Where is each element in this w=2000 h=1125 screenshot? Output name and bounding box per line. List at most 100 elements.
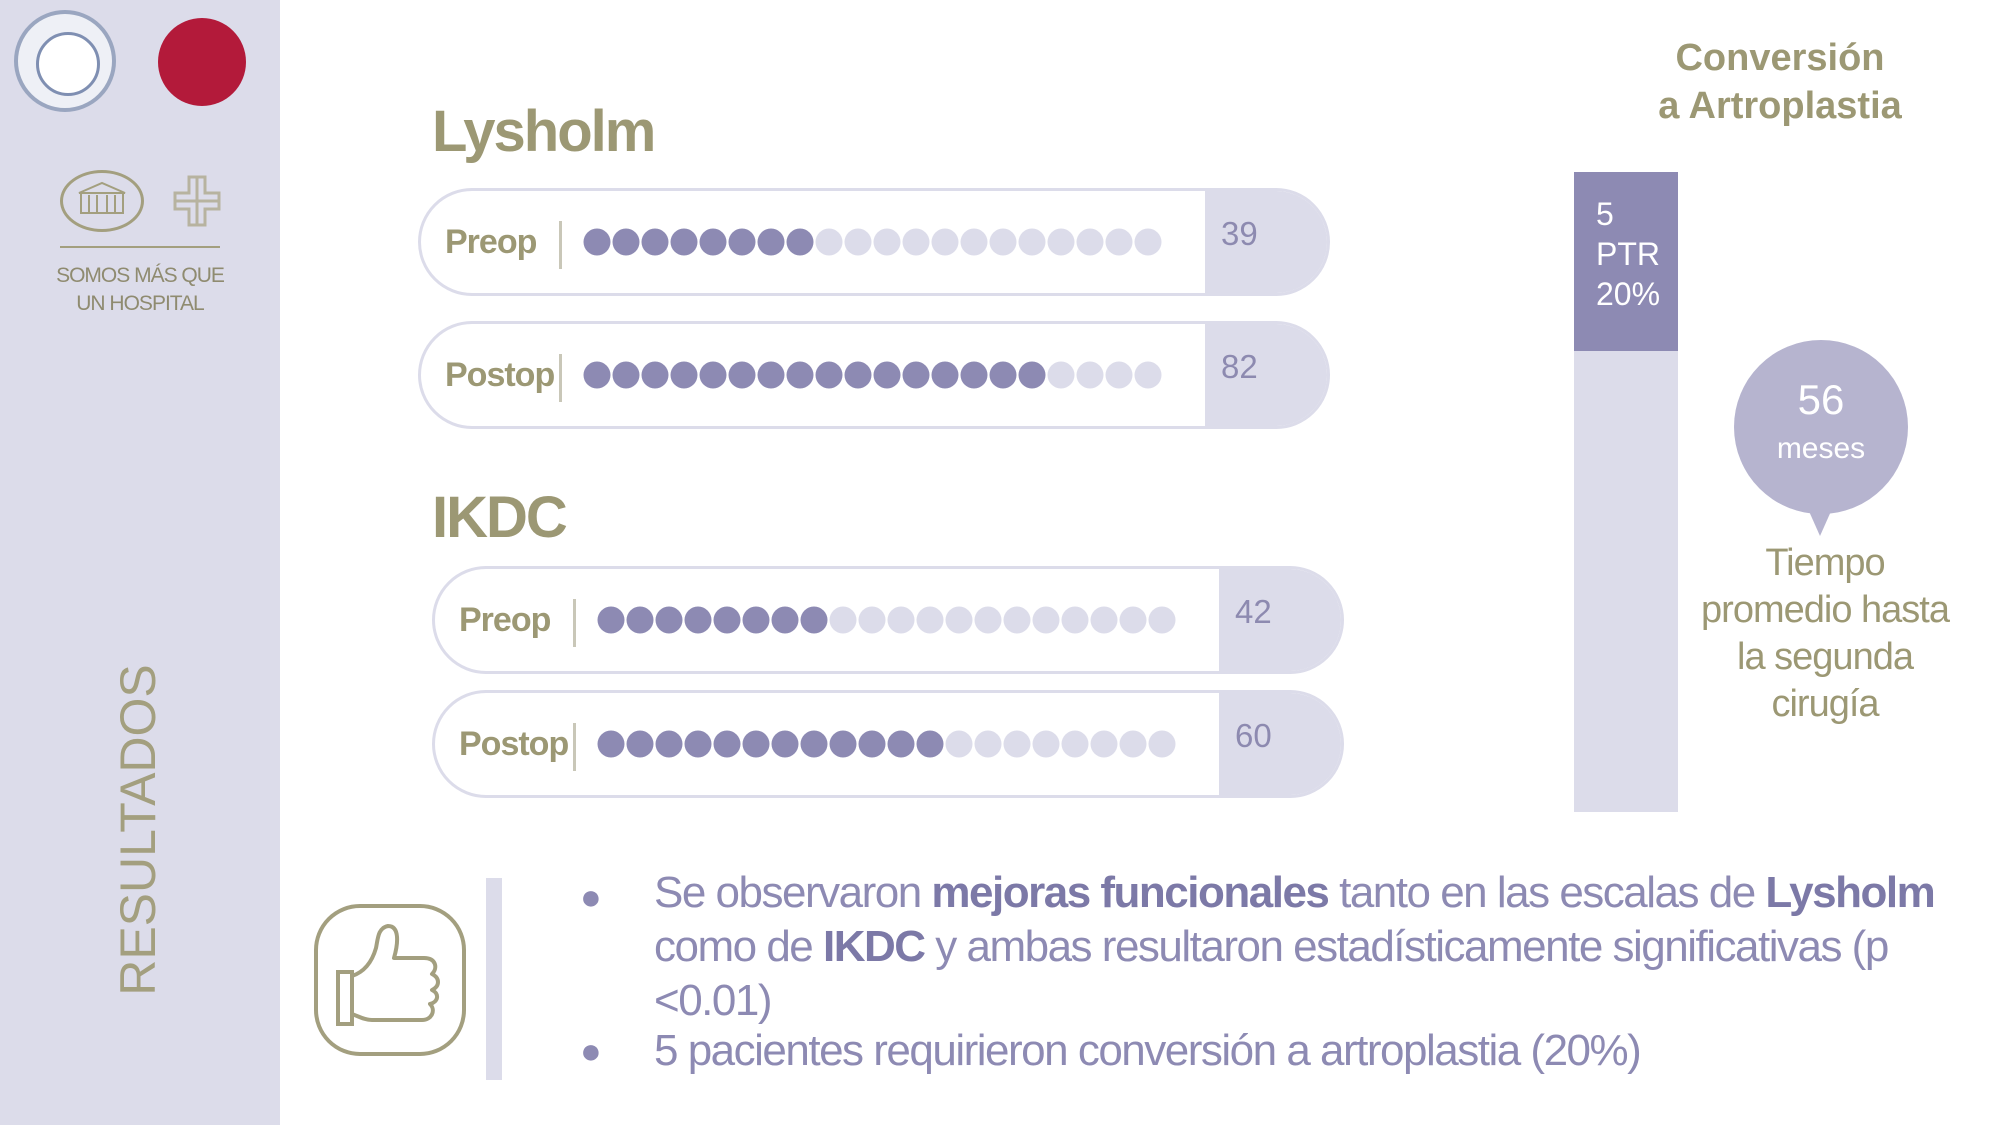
conversion-title-line-1: Conversión	[1675, 37, 1885, 79]
bullet-text-2: 5 pacientes requirieron conversión a art…	[654, 1026, 1642, 1075]
caption-line-2: promedio hasta	[1701, 589, 1950, 631]
dot-filled	[626, 730, 654, 758]
dot-filled	[960, 361, 988, 389]
time-unit: meses	[1776, 432, 1866, 465]
dot-filled	[757, 228, 785, 256]
value-box: 82	[1205, 324, 1327, 426]
dot-empty	[989, 228, 1017, 256]
bullets-divider	[486, 878, 502, 1080]
dot-filled	[1018, 361, 1046, 389]
time-number: 56	[1797, 376, 1845, 423]
dot-empty	[1061, 606, 1089, 634]
dot-filled	[684, 730, 712, 758]
lysholm-postop-dots	[583, 361, 1162, 389]
b1-part4: y ambas resultaron estadísticamente sign…	[654, 922, 1889, 1025]
row-separator	[573, 599, 576, 647]
sidebar: SOMOS MÁS QUE UN HOSPITAL RESULTADOS	[0, 0, 280, 1125]
ikdc-title: IKDC	[432, 485, 568, 550]
row-value: 60	[1235, 717, 1272, 754]
argentine-arthroscopy-association-logo-icon	[148, 10, 264, 114]
row-separator	[559, 221, 562, 269]
dot-empty	[1032, 730, 1060, 758]
dot-filled	[873, 361, 901, 389]
dot-empty	[1148, 606, 1176, 634]
ikdc-postop-row: Postop 60	[432, 690, 1344, 798]
dot-empty	[1003, 606, 1031, 634]
row-value: 82	[1221, 348, 1258, 385]
dot-filled	[670, 361, 698, 389]
dot-filled	[786, 361, 814, 389]
bar-percent: 20%	[1596, 276, 1661, 312]
dot-empty	[858, 606, 886, 634]
row-separator	[573, 723, 576, 771]
row-separator	[559, 354, 562, 402]
dot-empty	[887, 606, 915, 634]
dot-empty	[1047, 228, 1075, 256]
dot-filled	[641, 228, 669, 256]
dot-filled	[626, 606, 654, 634]
caption-line-3: la segunda	[1737, 636, 1914, 678]
dot-filled	[844, 361, 872, 389]
b1-part2: tanto en las escalas de	[1328, 868, 1766, 917]
tagline-line-1: SOMOS MÁS QUE	[56, 264, 225, 287]
dot-filled	[699, 228, 727, 256]
value-box: 60	[1219, 693, 1341, 795]
dot-filled	[902, 361, 930, 389]
b1-part3: como de	[654, 922, 823, 971]
dot-empty	[1148, 730, 1176, 758]
b1-bold2: Lysholm	[1765, 868, 1935, 917]
value-box: 39	[1205, 191, 1327, 293]
dot-filled	[597, 730, 625, 758]
dot-empty	[1134, 228, 1162, 256]
dot-filled	[713, 606, 741, 634]
dot-empty	[1119, 730, 1147, 758]
dot-empty	[829, 606, 857, 634]
time-bubble: 56 meses	[1734, 340, 1908, 514]
hospital-tagline: SOMOS MÁS QUE UN HOSPITAL	[40, 262, 240, 318]
dot-filled	[800, 730, 828, 758]
dot-filled	[742, 606, 770, 634]
dot-empty	[844, 228, 872, 256]
lysholm-title: Lysholm	[432, 99, 656, 164]
tagline-line-2: UN HOSPITAL	[76, 292, 204, 315]
caption-line-4: cirugía	[1771, 683, 1879, 725]
dot-filled	[655, 606, 683, 634]
bar-count: 5	[1596, 196, 1614, 232]
dot-filled	[815, 361, 843, 389]
conversion-title-line-2: a Artroplastia	[1658, 85, 1902, 127]
dot-empty	[1134, 361, 1162, 389]
dot-filled	[655, 730, 683, 758]
dot-filled	[916, 730, 944, 758]
dot-empty	[1076, 228, 1104, 256]
dot-filled	[931, 361, 959, 389]
bullet-marker: ●	[580, 876, 602, 917]
dot-filled	[800, 606, 828, 634]
dot-filled	[887, 730, 915, 758]
dot-empty	[916, 606, 944, 634]
dot-empty	[1119, 606, 1147, 634]
dot-empty	[931, 228, 959, 256]
conversion-title: Conversión a Artroplastia	[1630, 34, 1930, 130]
row-label: Postop	[445, 356, 555, 394]
ikdc-preop-dots	[597, 606, 1176, 634]
row-label: Preop	[459, 601, 551, 639]
dot-empty	[1003, 730, 1031, 758]
dot-filled	[583, 228, 611, 256]
dot-empty	[873, 228, 901, 256]
dot-filled	[728, 361, 756, 389]
dot-empty	[1076, 361, 1104, 389]
dot-empty	[1061, 730, 1089, 758]
section-title-vertical: RESULTADOS	[110, 664, 166, 996]
dot-empty	[1090, 730, 1118, 758]
cross-logo-icon	[173, 175, 221, 227]
dot-filled	[771, 606, 799, 634]
caption-line-1: Tiempo	[1765, 542, 1885, 584]
dot-filled	[858, 730, 886, 758]
dot-filled	[583, 361, 611, 389]
dot-filled	[641, 361, 669, 389]
dot-empty	[1090, 606, 1118, 634]
b1-part1: Se observaron	[654, 868, 932, 917]
dot-filled	[989, 361, 1017, 389]
lysholm-preop-dots	[583, 228, 1162, 256]
dot-empty	[945, 730, 973, 758]
